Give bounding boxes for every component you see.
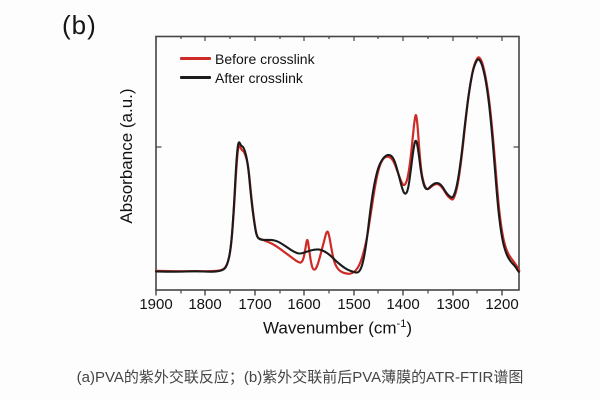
legend-line-after-crosslink <box>180 76 211 79</box>
series-after-crosslink-line <box>154 58 520 274</box>
legend-item-after-crosslink: After crosslink <box>180 68 315 87</box>
x-axis-major-ticks <box>155 290 503 296</box>
x-tick-label-1700: 1700 <box>238 296 272 313</box>
top-axis-ticks <box>155 36 503 41</box>
figure-panel-label: (b) <box>62 10 97 40</box>
series-before-crosslink-line <box>154 56 521 275</box>
plot-border <box>155 35 520 291</box>
x-tick-label-1400: 1400 <box>386 296 420 313</box>
x-tick-label-1500: 1500 <box>337 296 371 313</box>
figure-caption: (a)PVA的紫外交联反应；(b)紫外交联前后PVA薄膜的ATR-FTIR谱图 <box>76 369 524 386</box>
x-tick-label-1800: 1800 <box>188 296 222 313</box>
y-axis-title: Absorbance (a.u.) <box>117 88 136 224</box>
chart-legend: Before crosslink After crosslink <box>180 49 315 87</box>
x-axis-minor-ticks <box>180 290 478 294</box>
x-tick-label-1300: 1300 <box>436 296 470 313</box>
x-tick-label-1900: 1900 <box>139 296 173 313</box>
x-tick-label-1600: 1600 <box>287 296 321 313</box>
x-axis-title-text: Wavenumber (cm <box>263 318 397 338</box>
x-axis-title: Wavenumber (cm-1) <box>156 318 519 339</box>
legend-label-before-crosslink: Before crosslink <box>215 50 315 67</box>
x-axis-title-superscript: -1 <box>396 318 407 330</box>
ftir-chart: Before crosslink After crosslink Absorba… <box>117 35 521 339</box>
x-axis-title-close-paren: ) <box>406 318 412 338</box>
ftir-plot-canvas <box>154 35 521 296</box>
x-tick-label-1200: 1200 <box>485 296 519 313</box>
legend-label-after-crosslink: After crosslink <box>215 69 303 86</box>
legend-item-before-crosslink: Before crosslink <box>180 49 315 68</box>
legend-line-before-crosslink <box>180 57 211 60</box>
